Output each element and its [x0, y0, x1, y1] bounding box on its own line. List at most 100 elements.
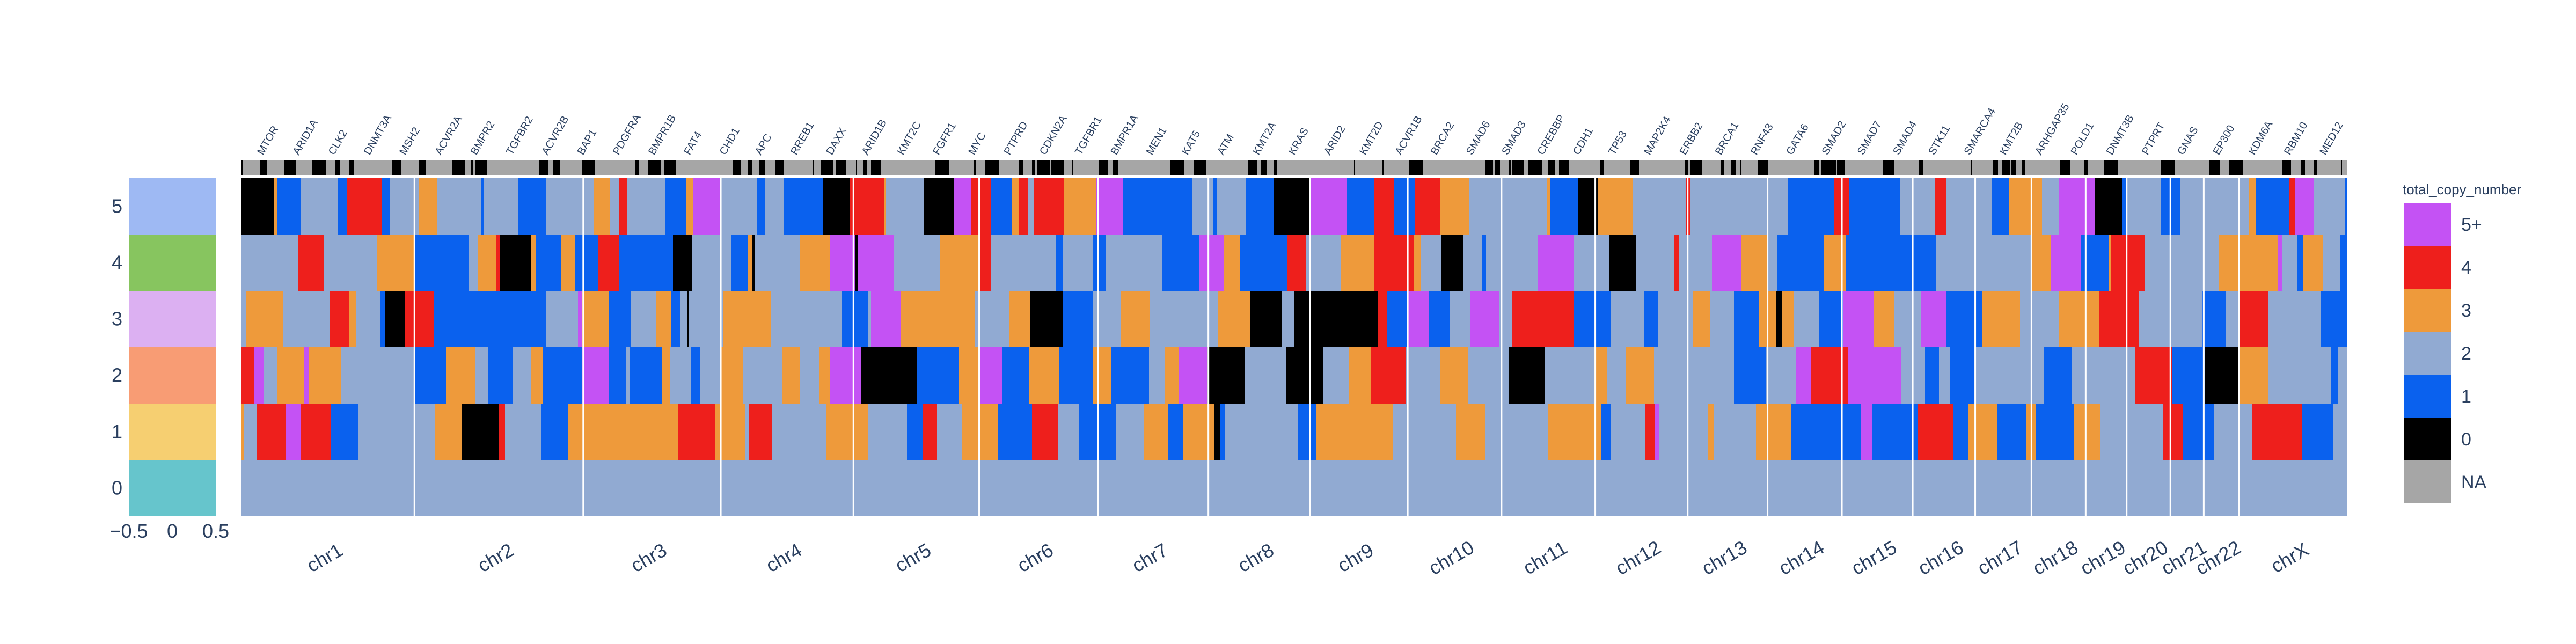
heatmap-cell	[1849, 178, 1867, 235]
heatmap-cell	[2242, 235, 2278, 291]
heatmap-cell	[241, 178, 274, 235]
gene-bar-segment	[2209, 160, 2220, 175]
heatmap-cell	[1918, 404, 1953, 460]
gene-label: ARID1A	[291, 117, 321, 157]
heatmap-cell	[1872, 347, 1901, 404]
gene-bar-segment	[1814, 160, 1819, 175]
gene-label: POLD1	[2068, 121, 2096, 157]
gene-bar-segment	[1099, 160, 1108, 175]
gene-bar-segment	[260, 160, 267, 175]
heatmap-cell	[2095, 178, 2122, 235]
heatmap-cell	[1111, 347, 1149, 404]
gene-bar-segment	[2301, 160, 2305, 175]
gene-bar-segment	[1485, 160, 1493, 175]
heatmap-cell	[1394, 178, 1415, 235]
sample-color-cell	[129, 460, 216, 516]
heatmap-cell	[721, 347, 743, 404]
heatmap-cell	[1032, 404, 1058, 460]
heatmap-cell	[2128, 291, 2139, 347]
heatmap-cell	[691, 347, 700, 404]
gene-bar-segment	[312, 160, 326, 175]
gene-bar-segment	[553, 160, 560, 175]
heatmap-cell	[1564, 404, 1571, 460]
heatmap-cell	[1872, 404, 1907, 460]
heatmap-cell	[2044, 347, 2072, 404]
gene-label: BMPR1A	[1108, 113, 1141, 157]
gene-bar-segment	[284, 160, 296, 175]
heatmap-cell	[1823, 178, 1834, 235]
heatmap-cell	[723, 291, 754, 347]
heatmap-cell	[2183, 404, 2214, 460]
gene-label: FGFR1	[931, 121, 958, 157]
gene-label: SMAD3	[1499, 119, 1528, 157]
gene-bar-segment	[935, 160, 949, 175]
legend-label: 4	[2461, 258, 2471, 278]
heatmap-cell	[1240, 235, 1268, 291]
gene-bar-segment	[1731, 160, 1736, 175]
heatmap-cell	[1456, 404, 1485, 460]
heatmap-cell	[1896, 235, 1925, 291]
heatmap-cell	[2345, 178, 2347, 235]
heatmap-cell	[1782, 291, 1794, 347]
heatmap-cell	[784, 178, 791, 235]
heatmap-cell	[1294, 291, 1318, 347]
heatmap-cell	[944, 347, 959, 404]
gene-bar-segment	[2060, 160, 2070, 175]
heatmap-cell	[673, 235, 692, 291]
gene-label: TP53	[1606, 129, 1629, 157]
gene-bar-segment	[1019, 160, 1023, 175]
heatmap-cell	[543, 347, 582, 404]
heatmap-cell	[2122, 178, 2126, 235]
heatmap-cell	[819, 347, 830, 404]
sample-y-tick: 5	[112, 195, 122, 217]
heatmap-cell	[782, 347, 800, 404]
gene-label: CREBBP	[1535, 113, 1568, 157]
chromosome-label: chr9	[1334, 539, 1377, 577]
heatmap-cell	[912, 291, 945, 347]
heatmap-cell	[415, 235, 445, 291]
gene-bar-segment	[452, 160, 465, 175]
heatmap-cell	[582, 347, 609, 404]
gene-bar-segment	[1409, 160, 1423, 175]
gene-label: RREB1	[788, 120, 816, 157]
gene-bar-segment	[539, 160, 548, 175]
heatmap-cell	[1218, 291, 1250, 347]
heatmap-cell	[2279, 404, 2302, 460]
gene-label: BMPR1B	[646, 113, 678, 157]
gene-bar-segment	[748, 160, 752, 175]
gene-label: SMAD7	[1855, 119, 1884, 157]
gene-bar-segment	[241, 160, 243, 175]
heatmap-cell	[1096, 178, 1123, 235]
legend: total_copy_number 5+ 4 3 2 1 0 NA	[2403, 181, 2521, 503]
heatmap-cell	[1309, 178, 1347, 235]
copy-number-heatmap	[241, 178, 2347, 516]
heatmap-cell	[488, 347, 513, 404]
legend-label: NA	[2461, 472, 2487, 493]
gene-bar-segment	[2002, 160, 2010, 175]
gene-bar-segment	[856, 160, 857, 175]
gene-bar-segment	[2084, 160, 2088, 175]
sample-track	[129, 178, 216, 516]
chromosome-label: chr16	[1914, 536, 1967, 580]
heatmap-cell	[1846, 235, 1880, 291]
heatmap-cell	[1009, 291, 1030, 347]
heatmap-cell	[1674, 235, 1679, 291]
heatmap-cell	[907, 404, 923, 460]
gene-label: PDGFRA	[611, 112, 643, 157]
heatmap-cell	[377, 235, 415, 291]
gene-label: KMT2B	[1997, 120, 2025, 157]
gene-bar-segment	[1630, 160, 1639, 175]
sample-y-tick: 4	[112, 252, 122, 274]
gene-bar-segment	[1758, 160, 1768, 175]
legend-label: 5+	[2461, 215, 2482, 235]
heatmap-cell	[2065, 291, 2099, 347]
gene-label: SMAD2	[1820, 119, 1849, 157]
heatmap-cell	[1644, 291, 1658, 347]
legend-swatch	[2404, 203, 2451, 246]
gene-bar-segment	[1032, 160, 1035, 175]
heatmap-cell	[823, 178, 850, 235]
heatmap-cell	[830, 235, 855, 291]
heatmap-cell	[2297, 235, 2303, 291]
chromosome-label: chr2	[474, 539, 517, 577]
heatmap-cell	[1349, 347, 1371, 404]
